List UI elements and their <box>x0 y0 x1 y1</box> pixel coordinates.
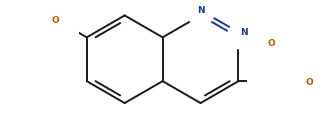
Text: O: O <box>267 39 275 48</box>
Text: N: N <box>197 6 204 15</box>
Text: O: O <box>52 16 59 25</box>
Text: N: N <box>240 27 248 36</box>
Text: O: O <box>305 77 313 86</box>
